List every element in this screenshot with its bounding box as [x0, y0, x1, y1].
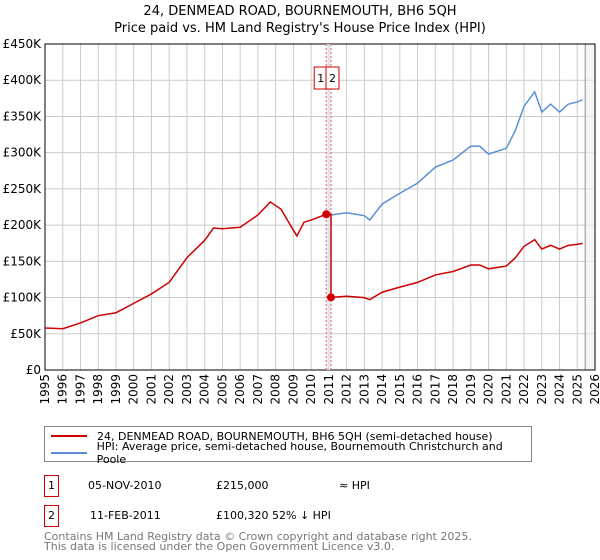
x-tick-label: 2009 [286, 374, 300, 405]
y-tick-label: £350K [3, 109, 43, 123]
chart-title: 24, DENMEAD ROAD, BOURNEMOUTH, BH6 5QH [143, 4, 457, 19]
y-tick-label: £100K [3, 291, 43, 305]
x-tick-label: 2017 [428, 374, 442, 405]
x-tick-label: 1999 [109, 374, 123, 405]
legend-property: 24, DENMEAD ROAD, BOURNEMOUTH, BH6 5QH (… [97, 429, 493, 443]
sale-point [327, 293, 335, 302]
property-price-line [44, 200, 583, 330]
legend-hpi: HPI: Average price, semi-detached house,… [96, 440, 503, 466]
sale-label: 2 [329, 72, 336, 85]
y-tick-label: £400K [3, 73, 43, 87]
sale-point [322, 210, 331, 219]
y-tick-label: £150K [3, 254, 43, 268]
x-tick-label: 2016 [411, 374, 425, 405]
x-tick-label: 2026 [588, 374, 600, 405]
x-tick-label: 1996 [56, 374, 70, 405]
x-tick-label: 2022 [517, 374, 531, 405]
hpi-line [326, 90, 583, 222]
x-tick-label: 2021 [499, 374, 513, 405]
x-tick-label: 1995 [38, 374, 52, 405]
sale-badge: 1 [44, 475, 59, 497]
chart-subtitle: Price paid vs. HM Land Registry's House … [114, 21, 486, 36]
x-tick-label: 2023 [535, 374, 549, 405]
x-tick-label: 2001 [144, 374, 158, 405]
footer-licence: This data is licensed under the Open Gov… [44, 540, 395, 553]
sale-date: 05-NOV-2010 [88, 479, 162, 492]
forecast-region [585, 44, 595, 370]
legend-swatch-hpi [51, 452, 87, 454]
x-tick-label: 1997 [73, 374, 87, 405]
x-tick-label: 2000 [127, 374, 141, 405]
x-tick-label: 2002 [162, 374, 176, 405]
sale-hpi-note: 52% ↓ HPI [272, 509, 331, 522]
footer-copyright: Contains HM Land Registry data © Crown c… [44, 530, 472, 543]
plot-frame [44, 43, 596, 371]
sale-price: £100,320 [216, 509, 269, 522]
price-chart: £0 £50K £100K £150K £200K £250K £300K £350K £400… [3, 37, 600, 405]
x-tick-label: 2004 [198, 374, 212, 405]
x-tick-label: 2011 [322, 374, 336, 405]
x-tick-label: 2024 [553, 374, 567, 405]
sale-label-box [325, 66, 340, 90]
sale-label: 1 [317, 72, 324, 85]
sale-row: 2 11-FEB-2011 £100,320 52% ↓ HPI [44, 505, 544, 527]
legend-swatch-property [51, 435, 87, 437]
x-tick-label: 2019 [464, 374, 478, 405]
y-tick-label: £50K [10, 327, 42, 341]
x-tick-label: 2005 [215, 374, 229, 405]
y-tick-label: £300K [3, 146, 43, 160]
x-tick-label: 2003 [180, 374, 194, 405]
x-tick-label: 2020 [482, 374, 496, 405]
y-tick-label: £250K [3, 182, 43, 196]
x-tick-label: 2025 [570, 374, 584, 405]
x-tick-label: 2018 [446, 374, 460, 405]
sale-hpi-note: ≈ HPI [339, 479, 370, 492]
x-tick-label: 2014 [375, 374, 389, 405]
x-tick-label: 2006 [233, 374, 247, 405]
y-tick-label: £0 [26, 363, 41, 377]
sale-badge: 2 [44, 505, 59, 527]
x-tick-label: 2010 [304, 374, 318, 405]
sale-date: 11-FEB-2011 [90, 509, 161, 522]
x-tick-label: 2015 [393, 374, 407, 405]
x-tick-label: 2007 [251, 374, 265, 405]
y-tick-label: £200K [3, 218, 43, 232]
sale-row: 1 05-NOV-2010 £215,000 ≈ HPI [44, 475, 544, 497]
y-tick-label: £450K [3, 37, 43, 51]
x-tick-label: 2012 [340, 374, 354, 405]
sale-period-band [326, 44, 331, 370]
x-tick-label: 2008 [269, 374, 283, 405]
x-tick-label: 1998 [91, 374, 105, 405]
x-tick-label: 2013 [357, 374, 371, 405]
sale-price: £215,000 [216, 479, 269, 492]
legend: 24, DENMEAD ROAD, BOURNEMOUTH, BH6 5QH (… [44, 426, 532, 466]
